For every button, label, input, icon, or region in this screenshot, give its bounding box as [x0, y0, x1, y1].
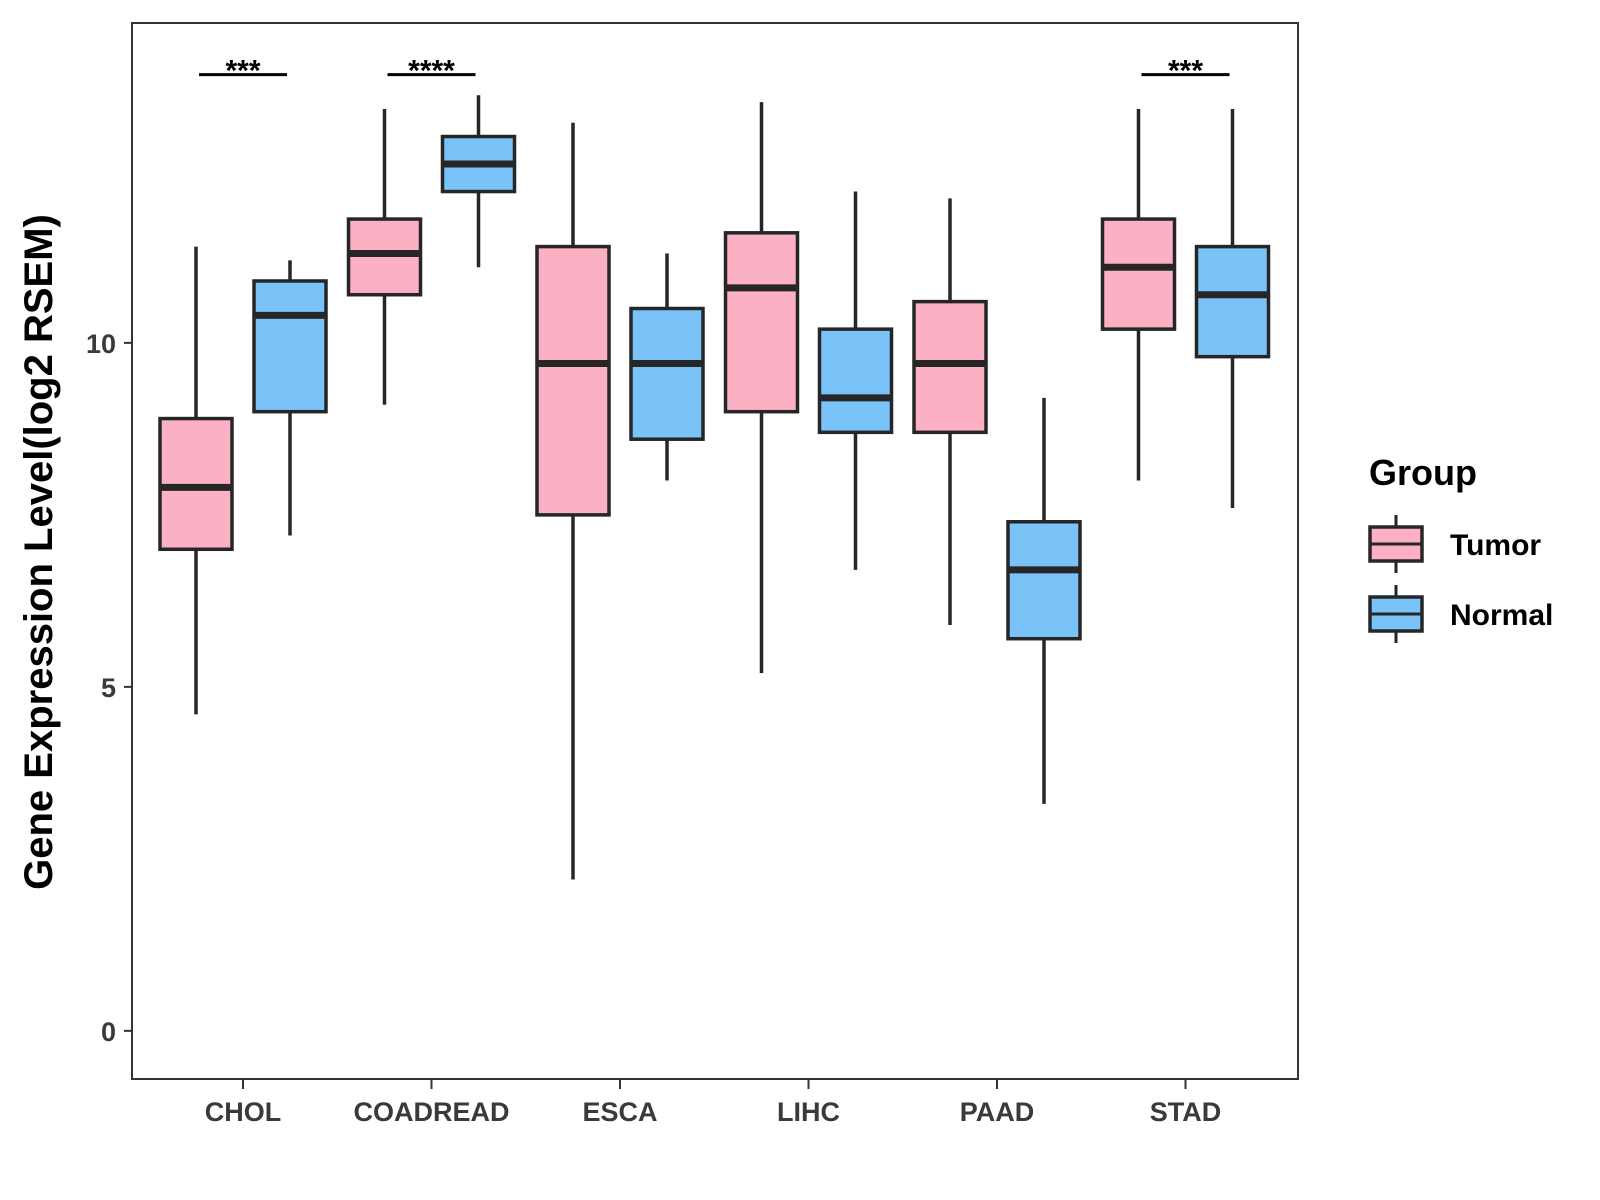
- box-body: [1194, 244, 1271, 359]
- box-body: [252, 279, 328, 414]
- box-body: [723, 231, 800, 414]
- box-normal-lihc: [817, 191, 894, 570]
- x-tick-label-lihc: LIHC: [777, 1097, 840, 1127]
- y-axis: 0 5 10: [86, 329, 132, 1047]
- box-normal-chol: [252, 260, 328, 536]
- x-tick-label-esca: ESCA: [582, 1097, 657, 1127]
- box-tumor-paad: [912, 198, 988, 625]
- box-normal-coadread: [440, 95, 517, 268]
- legend: Group Tumor Normal: [1368, 452, 1553, 643]
- plot-panel: *** **** ***: [131, 22, 1299, 1080]
- x-tick-label-stad: STAD: [1150, 1097, 1222, 1127]
- legend-key-normal: [1368, 585, 1424, 643]
- legend-key-tumor: [1368, 515, 1424, 573]
- box-body: [535, 244, 611, 517]
- significance-label-chol: ***: [225, 55, 260, 88]
- significance-label-stad: ***: [1168, 55, 1203, 88]
- box-tumor-coadread: [346, 108, 423, 405]
- x-axis: CHOL COADREAD ESCA LIHC PAAD STAD: [205, 1079, 1222, 1127]
- plot-panel-border: [131, 22, 1299, 1080]
- y-tick-label: 0: [101, 1017, 116, 1047]
- legend-title: Group: [1369, 452, 1477, 493]
- box-body: [1100, 217, 1177, 331]
- x-tick-label-coadread: COADREAD: [353, 1097, 509, 1127]
- box-normal-paad: [1006, 397, 1082, 804]
- box-normal-esca: [629, 253, 705, 481]
- box-body: [629, 306, 705, 441]
- legend-label-tumor: Tumor: [1450, 529, 1541, 562]
- box-tumor-lihc: [723, 102, 800, 674]
- box-normal-stad: [1194, 108, 1271, 509]
- x-tick-label-chol: CHOL: [205, 1097, 282, 1127]
- box-tumor-stad: [1100, 108, 1177, 481]
- x-tick-label-paad: PAAD: [960, 1097, 1035, 1127]
- box-tumor-chol: [158, 246, 234, 715]
- box-body: [817, 327, 894, 435]
- significance-label-coadread: ****: [408, 55, 455, 88]
- y-tick-label: 10: [86, 329, 116, 359]
- legend-label-normal: Normal: [1450, 599, 1553, 632]
- y-axis-title: Gene Expression Level(log2 RSEM): [17, 214, 61, 890]
- box-body: [1006, 520, 1082, 641]
- y-tick-label: 5: [101, 673, 116, 703]
- box-tumor-esca: [535, 122, 611, 880]
